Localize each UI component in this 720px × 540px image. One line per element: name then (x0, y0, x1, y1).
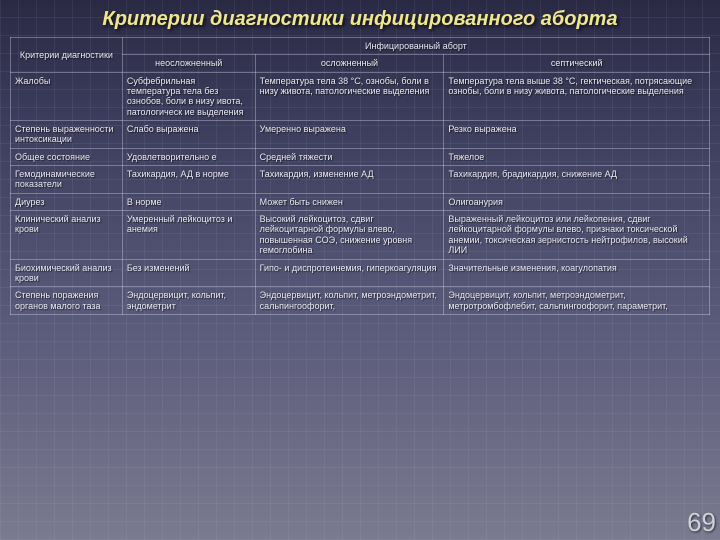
table-row: Биохимический анализ кровиБез измененийГ… (11, 259, 710, 287)
row-cell: Олигоанурия (444, 193, 710, 210)
table-row: Степень поражения органов малого тазаЭнд… (11, 287, 710, 315)
row-cell: Температура тела выше 38 °С, гектическая… (444, 72, 710, 120)
subheader-0: неосложненный (122, 55, 255, 72)
table-row: ЖалобыСубфебрильная температура тела без… (11, 72, 710, 120)
table-row: Гемодинамические показателиТахикардия, А… (11, 166, 710, 194)
row-label: Диурез (11, 193, 123, 210)
row-cell: Без изменений (122, 259, 255, 287)
row-cell: В норме (122, 193, 255, 210)
row-label: Гемодинамические показатели (11, 166, 123, 194)
row-label: Общее состояние (11, 148, 123, 165)
table-row: Общее состояниеУдовлетворительно еСредне… (11, 148, 710, 165)
row-cell: Удовлетворительно е (122, 148, 255, 165)
diagnostics-table: Критерии диагностики Инфицированный абор… (10, 37, 710, 315)
table-row: Степень выраженности интоксикацииСлабо в… (11, 121, 710, 149)
row-cell: Может быть снижен (255, 193, 444, 210)
row-cell: Выраженный лейкоцитоз или лейкопения, сд… (444, 211, 710, 259)
table-container: Критерии диагностики Инфицированный абор… (0, 37, 720, 315)
row-cell: Тахикардия, брадикардия, снижение АД (444, 166, 710, 194)
page-number: 69 (687, 507, 716, 538)
row-label: Степень выраженности интоксикации (11, 121, 123, 149)
row-cell: Умеренно выражена (255, 121, 444, 149)
row-cell: Средней тяжести (255, 148, 444, 165)
row-label: Биохимический анализ крови (11, 259, 123, 287)
row-cell: Гипо- и диспротеинемия, гиперкоагуляция (255, 259, 444, 287)
row-cell: Тахикардия, изменение АД (255, 166, 444, 194)
table-row: Клинический анализ кровиУмеренный лейкоц… (11, 211, 710, 259)
row-cell: Тяжелое (444, 148, 710, 165)
table-row: ДиурезВ нормеМожет быть сниженОлигоанури… (11, 193, 710, 210)
row-cell: Эндоцервицит, кольпит, метроэндометрит, … (255, 287, 444, 315)
row-cell: Высокий лейкоцитоз, сдвиг лейкоцитарной … (255, 211, 444, 259)
row-cell: Температура тела 38 °С, ознобы, боли в н… (255, 72, 444, 120)
row-cell: Резко выражена (444, 121, 710, 149)
table-header-row-1: Критерии диагностики Инфицированный абор… (11, 38, 710, 55)
row-label: Жалобы (11, 72, 123, 120)
row-cell: Умеренный лейкоцитоз и анемия (122, 211, 255, 259)
row-cell: Значительные изменения, коагулопатия (444, 259, 710, 287)
row-cell: Эндоцервицит, кольпит, метроэндометрит, … (444, 287, 710, 315)
subheader-2: септический (444, 55, 710, 72)
row-cell: Эндоцервицит, кольпит, эндометрит (122, 287, 255, 315)
header-criteria: Критерии диагностики (11, 38, 123, 73)
header-infected-abortion: Инфицированный аборт (122, 38, 709, 55)
row-label: Клинический анализ крови (11, 211, 123, 259)
row-label: Степень поражения органов малого таза (11, 287, 123, 315)
row-cell: Слабо выражена (122, 121, 255, 149)
row-cell: Субфебрильная температура тела без озноб… (122, 72, 255, 120)
subheader-1: осложненный (255, 55, 444, 72)
page-title: Критерии диагностики инфицированного або… (0, 0, 720, 37)
row-cell: Тахикардия, АД в норме (122, 166, 255, 194)
